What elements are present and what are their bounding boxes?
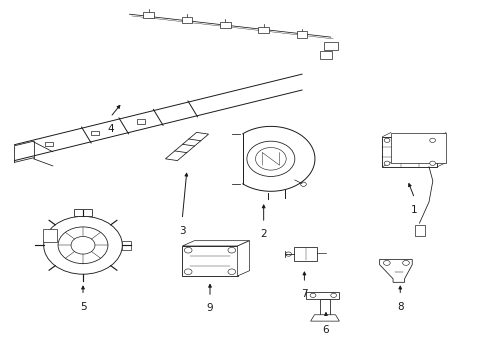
Circle shape bbox=[255, 148, 285, 170]
Text: 3: 3 bbox=[179, 226, 185, 236]
Circle shape bbox=[71, 237, 95, 254]
Bar bbox=[42, 229, 57, 242]
Bar bbox=[220, 22, 230, 28]
Bar bbox=[143, 12, 154, 18]
Polygon shape bbox=[182, 246, 237, 276]
Circle shape bbox=[184, 269, 192, 275]
Bar bbox=[182, 17, 192, 23]
Bar bbox=[91, 131, 99, 135]
Circle shape bbox=[429, 161, 435, 165]
Polygon shape bbox=[182, 241, 249, 246]
Circle shape bbox=[300, 182, 305, 186]
Polygon shape bbox=[382, 137, 436, 167]
Bar bbox=[414, 225, 424, 235]
Circle shape bbox=[227, 269, 235, 275]
Bar bbox=[319, 51, 331, 59]
Bar bbox=[137, 119, 144, 123]
Circle shape bbox=[285, 252, 291, 256]
Bar bbox=[294, 247, 317, 261]
Text: 5: 5 bbox=[80, 302, 86, 312]
Bar bbox=[122, 241, 131, 249]
Polygon shape bbox=[310, 315, 339, 321]
Circle shape bbox=[58, 227, 108, 264]
Circle shape bbox=[384, 138, 389, 143]
Polygon shape bbox=[237, 241, 249, 276]
Polygon shape bbox=[165, 132, 208, 161]
Bar bbox=[323, 41, 337, 50]
Bar bbox=[74, 208, 91, 216]
Text: 1: 1 bbox=[410, 205, 417, 215]
Circle shape bbox=[227, 247, 235, 253]
Polygon shape bbox=[320, 299, 329, 315]
Circle shape bbox=[429, 138, 435, 143]
Circle shape bbox=[184, 247, 192, 253]
Text: 2: 2 bbox=[260, 229, 266, 239]
Circle shape bbox=[330, 293, 336, 297]
Circle shape bbox=[309, 293, 315, 297]
Bar bbox=[45, 142, 53, 146]
Text: 6: 6 bbox=[322, 325, 328, 335]
Text: 4: 4 bbox=[107, 123, 113, 134]
Text: 8: 8 bbox=[396, 302, 403, 312]
Text: 7: 7 bbox=[301, 289, 307, 300]
Circle shape bbox=[246, 141, 294, 176]
Polygon shape bbox=[305, 292, 339, 299]
Circle shape bbox=[402, 260, 408, 265]
Text: 9: 9 bbox=[206, 303, 213, 314]
Bar bbox=[258, 27, 268, 33]
Bar bbox=[296, 31, 306, 38]
Circle shape bbox=[384, 161, 389, 165]
Circle shape bbox=[43, 216, 122, 274]
Polygon shape bbox=[379, 259, 411, 282]
Polygon shape bbox=[390, 132, 445, 162]
Circle shape bbox=[383, 260, 389, 265]
